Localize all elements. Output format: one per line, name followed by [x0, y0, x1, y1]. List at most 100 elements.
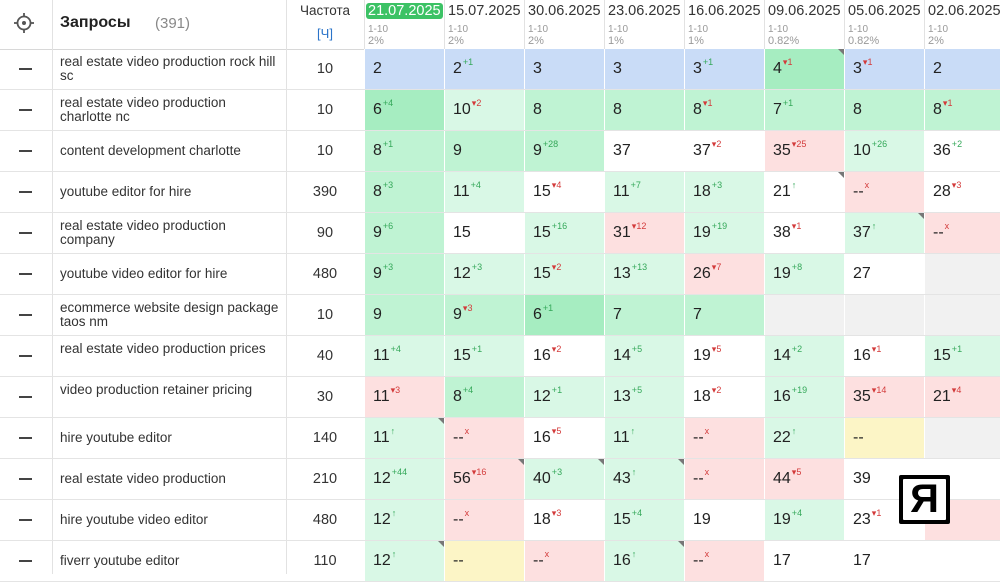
position-cell[interactable]: --x	[684, 541, 764, 581]
position-cell[interactable]: 11+4	[444, 172, 524, 212]
position-cell[interactable]: 35▾25	[764, 131, 844, 171]
position-cell[interactable]: 9▾3	[444, 295, 524, 335]
position-cell[interactable]: 40+3	[524, 459, 604, 499]
position-cell[interactable]: 12↑	[364, 541, 444, 581]
position-cell[interactable]: 7	[684, 295, 764, 335]
position-cell[interactable]: 11+7	[604, 172, 684, 212]
position-cell[interactable]: 19+19	[684, 213, 764, 253]
position-cell[interactable]: 3+1	[684, 49, 764, 89]
position-cell[interactable]: 22↑	[764, 418, 844, 458]
position-cell[interactable]: 10▾2	[444, 90, 524, 130]
position-cell[interactable]: 14+2	[764, 336, 844, 376]
position-cell[interactable]: 8▾1	[684, 90, 764, 130]
date-column-header[interactable]: 23.06.2025 1-10 1%	[604, 0, 684, 49]
position-cell[interactable]: 19+4	[764, 500, 844, 540]
position-cell[interactable]: --x	[684, 418, 764, 458]
position-cell[interactable]: 8	[604, 90, 684, 130]
position-cell[interactable]: 8+4	[444, 377, 524, 417]
frequency-type-link[interactable]: [Ч]	[317, 26, 333, 41]
position-cell[interactable]: 12+1	[524, 377, 604, 417]
position-cell[interactable]	[764, 295, 844, 335]
position-cell[interactable]: 3	[604, 49, 684, 89]
date-label[interactable]: 05.06.2025	[848, 3, 921, 19]
position-cell[interactable]: 28▾3	[924, 172, 1000, 212]
crosshair-icon[interactable]	[13, 12, 35, 34]
position-cell[interactable]: 13+5	[604, 377, 684, 417]
position-cell[interactable]: 18▾2	[684, 377, 764, 417]
queries-title[interactable]: Запросы	[60, 14, 131, 31]
position-cell[interactable]: 15▾2	[524, 254, 604, 294]
position-cell[interactable]	[924, 418, 1000, 458]
position-cell[interactable]: 9+3	[364, 254, 444, 294]
position-cell[interactable]: 10+26	[844, 131, 924, 171]
position-cell[interactable]: 21▾4	[924, 377, 1000, 417]
position-cell[interactable]: 15+4	[604, 500, 684, 540]
position-cell[interactable]: --	[844, 418, 924, 458]
position-cell[interactable]: 18▾3	[524, 500, 604, 540]
position-cell[interactable]: 3▾1	[844, 49, 924, 89]
position-cell[interactable]: 8+1	[364, 131, 444, 171]
remove-query-button[interactable]	[19, 68, 32, 70]
position-cell[interactable]: 8+3	[364, 172, 444, 212]
position-cell[interactable]: 38▾1	[764, 213, 844, 253]
date-label[interactable]: 30.06.2025	[528, 3, 601, 19]
date-column-header[interactable]: 05.06.2025 1-10 0.82%	[844, 0, 924, 49]
position-cell[interactable]	[844, 295, 924, 335]
date-label[interactable]: 15.07.2025	[448, 3, 521, 19]
date-column-header[interactable]: 21.07.2025 1-10 2%	[364, 0, 444, 49]
position-cell[interactable]: 31▾12	[604, 213, 684, 253]
position-cell[interactable]: 16▾2	[524, 336, 604, 376]
position-cell[interactable]: --x	[444, 500, 524, 540]
remove-query-button[interactable]	[19, 273, 32, 275]
position-cell[interactable]: 19▾5	[684, 336, 764, 376]
position-cell[interactable]: 15+16	[524, 213, 604, 253]
position-cell[interactable]: 27	[844, 254, 924, 294]
position-cell[interactable]: 8	[844, 90, 924, 130]
position-cell[interactable]: 35▾14	[844, 377, 924, 417]
position-cell[interactable]: 6+4	[364, 90, 444, 130]
position-cell[interactable]: 2	[924, 49, 1000, 89]
position-cell[interactable]: 11▾3	[364, 377, 444, 417]
date-column-header[interactable]: 15.07.2025 1-10 2%	[444, 0, 524, 49]
position-cell[interactable]: --x	[524, 541, 604, 581]
position-cell[interactable]: --x	[684, 459, 764, 499]
position-cell[interactable]: 2	[364, 49, 444, 89]
position-cell[interactable]: 8▾1	[924, 90, 1000, 130]
position-cell[interactable]: 17	[764, 541, 844, 581]
position-cell[interactable]: 3	[524, 49, 604, 89]
position-cell[interactable]: 6+1	[524, 295, 604, 335]
position-cell[interactable]: --x	[444, 418, 524, 458]
position-cell[interactable]	[924, 295, 1000, 335]
position-cell[interactable]: 19+8	[764, 254, 844, 294]
remove-query-button[interactable]	[19, 191, 32, 193]
date-label[interactable]: 16.06.2025	[688, 3, 761, 19]
position-cell[interactable]: 11+4	[364, 336, 444, 376]
position-cell[interactable]: 37	[604, 131, 684, 171]
date-label[interactable]: 23.06.2025	[608, 3, 681, 19]
remove-query-button[interactable]	[19, 437, 32, 439]
remove-query-button[interactable]	[19, 396, 32, 398]
position-cell[interactable]: 43↑	[604, 459, 684, 499]
position-cell[interactable]: 16▾5	[524, 418, 604, 458]
date-column-header[interactable]: 02.06.2025 1-10 2%	[924, 0, 1000, 49]
date-label[interactable]: 21.07.2025	[366, 3, 443, 19]
position-cell[interactable]: 15▾4	[524, 172, 604, 212]
position-cell[interactable]: 11↑	[364, 418, 444, 458]
position-cell[interactable]: 15+1	[444, 336, 524, 376]
position-cell[interactable]: 13+13	[604, 254, 684, 294]
position-cell[interactable]: 16↑	[604, 541, 684, 581]
position-cell[interactable]: --x	[844, 172, 924, 212]
date-column-header[interactable]: 30.06.2025 1-10 2%	[524, 0, 604, 49]
date-column-header[interactable]: 09.06.2025 1-10 0.82%	[764, 0, 844, 49]
position-cell[interactable]: 26▾7	[684, 254, 764, 294]
remove-query-button[interactable]	[19, 519, 32, 521]
position-cell[interactable]: 21↑	[764, 172, 844, 212]
remove-query-button[interactable]	[19, 314, 32, 316]
date-column-header[interactable]: 16.06.2025 1-10 1%	[684, 0, 764, 49]
position-cell[interactable]: 18+3	[684, 172, 764, 212]
position-cell[interactable]: 16+19	[764, 377, 844, 417]
position-cell[interactable]: 4▾1	[764, 49, 844, 89]
date-label[interactable]: 02.06.2025	[928, 3, 1000, 19]
position-cell[interactable]	[924, 254, 1000, 294]
position-cell[interactable]: 19	[684, 500, 764, 540]
